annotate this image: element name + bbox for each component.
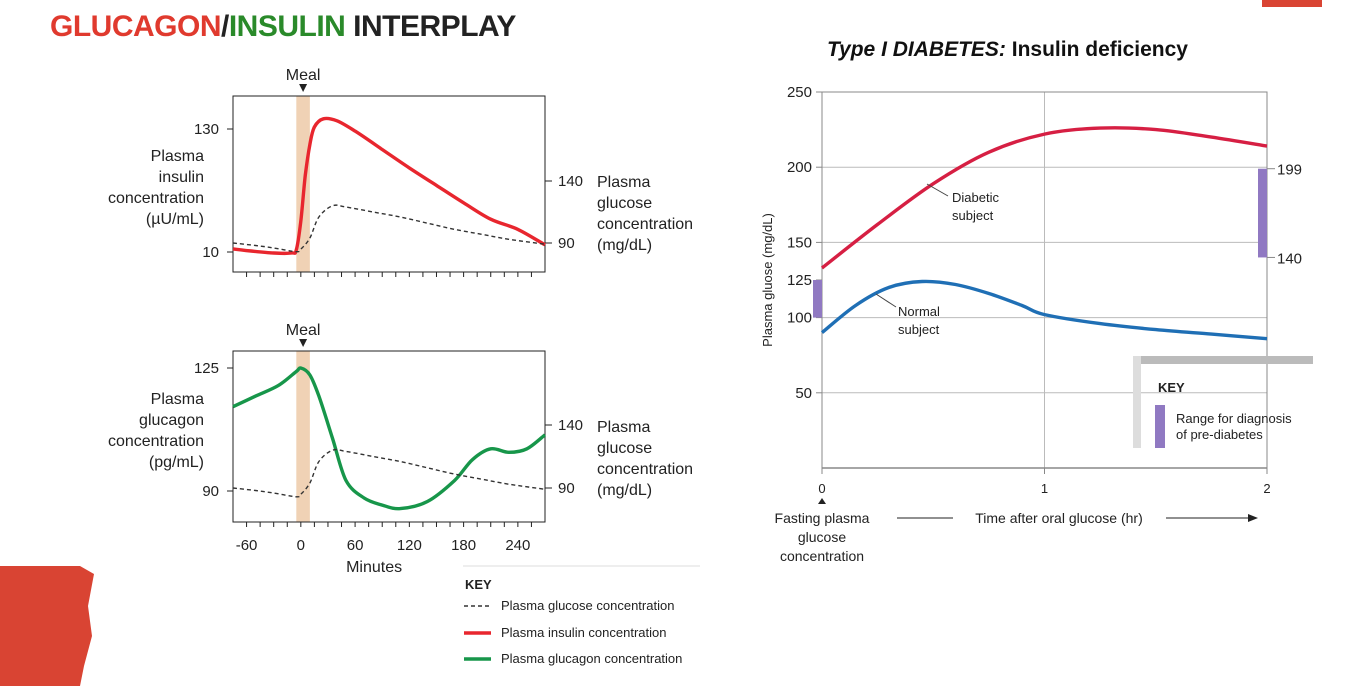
left-key-label-2: Plasma glucagon concentration	[501, 651, 682, 666]
pre-diabetes-range-bar-0	[813, 280, 822, 318]
right-key-label-line-0: Range for diagnosis	[1176, 411, 1292, 426]
left-key-title: KEY	[465, 577, 492, 592]
panel2-left-axis-label-line-3: (pg/mL)	[149, 454, 204, 471]
panel1-right-tick-label-1: 90	[558, 235, 575, 252]
panel2-series-line-plasma-glucagon-concentration	[232, 366, 547, 511]
right-key-swatch	[1155, 405, 1165, 448]
panel2-plot-frame	[232, 350, 546, 523]
panel2-x-axis-label: Minutes	[346, 559, 402, 576]
left-key-label-0: Plasma glucose concentration	[501, 598, 674, 613]
panel1-right-tick-label-0: 140	[558, 173, 583, 190]
panel1-left-tick-label-0: 130	[194, 121, 219, 138]
panel2-x-tick-label-2: 60	[347, 537, 364, 554]
panel2-x-tick-label-5: 240	[505, 537, 530, 554]
panel2-left-tick-label-0: 125	[194, 360, 219, 377]
right-y-tick-label-1: 200	[787, 159, 812, 176]
panel1-right-axis-label-line-1: glucose	[597, 195, 652, 212]
fasting-arrow	[818, 498, 826, 504]
right-x-tick-label-0: 0	[818, 481, 825, 496]
panel1-right-axis-label-line-0: Plasma	[597, 174, 650, 191]
right-y-tick-label-4: 100	[787, 310, 812, 327]
panel2-left-axis-label-line-0: Plasma	[151, 391, 204, 408]
right-key-title: KEY	[1158, 380, 1185, 395]
left-key-label-1: Plasma insulin concentration	[501, 625, 666, 640]
title-insulin: INSULIN	[228, 10, 346, 43]
title-glucagon: GLUCAGON	[50, 10, 222, 43]
series-line-normal-subject	[820, 279, 1268, 341]
diabetic-label-line-0: Diabetic	[952, 190, 999, 205]
right-x-tick-label-2: 2	[1263, 481, 1270, 496]
normal-leader-line	[875, 293, 897, 308]
panel2-meal-label: Meal	[286, 322, 321, 339]
panel2-right-axis-label-line-2: concentration	[597, 461, 693, 478]
panel2-left-axis-label-line-2: concentration	[108, 433, 204, 450]
panel2-right-tick-label-1: 90	[558, 480, 575, 497]
right-y-axis-label: Plasma gluose (mg/dL)	[760, 213, 775, 347]
panel1-right-axis-label-line-2: concentration	[597, 216, 693, 233]
panel1-meal-label: Meal	[286, 67, 321, 84]
corner-decoration	[1262, 0, 1322, 7]
diabetic-leader-line	[926, 183, 949, 197]
normal-label-line-1: subject	[898, 322, 940, 337]
right-x-tick-label-1: 1	[1041, 481, 1048, 496]
title-slash: /	[221, 10, 229, 43]
fasting-label-line-1: glucose	[798, 529, 846, 545]
panel2-meal-arrow	[299, 339, 308, 347]
pre-diabetes-range-bar-1	[1258, 168, 1267, 258]
panel2-left-tick-label-1: 90	[202, 483, 219, 500]
right-title-rest: Insulin deficiency	[1005, 38, 1188, 61]
panel1-left-axis-label-line-2: concentration	[108, 190, 204, 207]
left-decoration	[0, 566, 94, 686]
right-chart-title: Type I DIABETES: Insulin deficiency	[827, 38, 1188, 62]
diabetic-label-line-1: subject	[952, 208, 994, 223]
panel1-meal-arrow	[299, 84, 308, 92]
right-mark-label-0: 199	[1277, 162, 1302, 179]
right-y-tick-label-3: 125	[787, 272, 812, 289]
panel1-left-axis-label-line-0: Plasma	[151, 148, 204, 165]
panel2-x-tick-label-3: 120	[397, 537, 422, 554]
right-x-axis-label: Time after oral glucose (hr)	[975, 510, 1143, 526]
fasting-label-line-0: Fasting plasma	[775, 510, 870, 526]
panel2-right-axis-label-line-1: glucose	[597, 440, 652, 457]
right-key-left-rule	[1133, 356, 1141, 448]
panel1-series-line-plasma-glucose-concentration	[232, 204, 546, 253]
panel1-plot-frame	[232, 95, 546, 273]
panel2-series-line-plasma-glucose-concentration	[232, 448, 546, 498]
panel1-right-axis-label-line-3: (mg/dL)	[597, 237, 652, 254]
panel1-series-line-plasma-insulin-concentration	[232, 116, 546, 256]
normal-label-line-0: Normal	[898, 304, 940, 319]
panel2-left-axis-label-line-1: glucagon	[139, 412, 204, 429]
right-key-label-line-1: of pre-diabetes	[1176, 427, 1263, 442]
panel1-left-tick-label-1: 10	[202, 244, 219, 261]
panel2-right-axis-label-line-0: Plasma	[597, 419, 650, 436]
page-title: GLUCAGON/INSULIN INTERPLAY	[50, 10, 516, 44]
right-mark-label-1: 140	[1277, 250, 1302, 267]
panel2-right-axis-label-line-3: (mg/dL)	[597, 482, 652, 499]
series-line-diabetic-subject	[820, 126, 1268, 270]
panel1-left-axis-label-line-1: insulin	[159, 169, 204, 186]
panel2-x-tick-label-4: 180	[451, 537, 476, 554]
panel1-left-axis-label-line-3: (µU/mL)	[146, 211, 204, 228]
right-y-tick-label-0: 250	[787, 84, 812, 101]
right-y-tick-label-5: 50	[795, 385, 812, 402]
panel2-right-tick-label-0: 140	[558, 417, 583, 434]
fasting-label-line-2: concentration	[780, 548, 864, 564]
right-key-top-rule	[1133, 356, 1313, 364]
right-y-tick-label-2: 150	[787, 234, 812, 251]
xlabel-arrowhead	[1248, 514, 1258, 522]
panel2-meal-band	[296, 351, 310, 522]
title-rest: INTERPLAY	[345, 10, 516, 43]
panel2-x-tick-label-0: -60	[236, 537, 258, 554]
right-title-italic: Type I DIABETES:	[827, 38, 1006, 61]
panel2-x-tick-label-1: 0	[297, 537, 305, 554]
